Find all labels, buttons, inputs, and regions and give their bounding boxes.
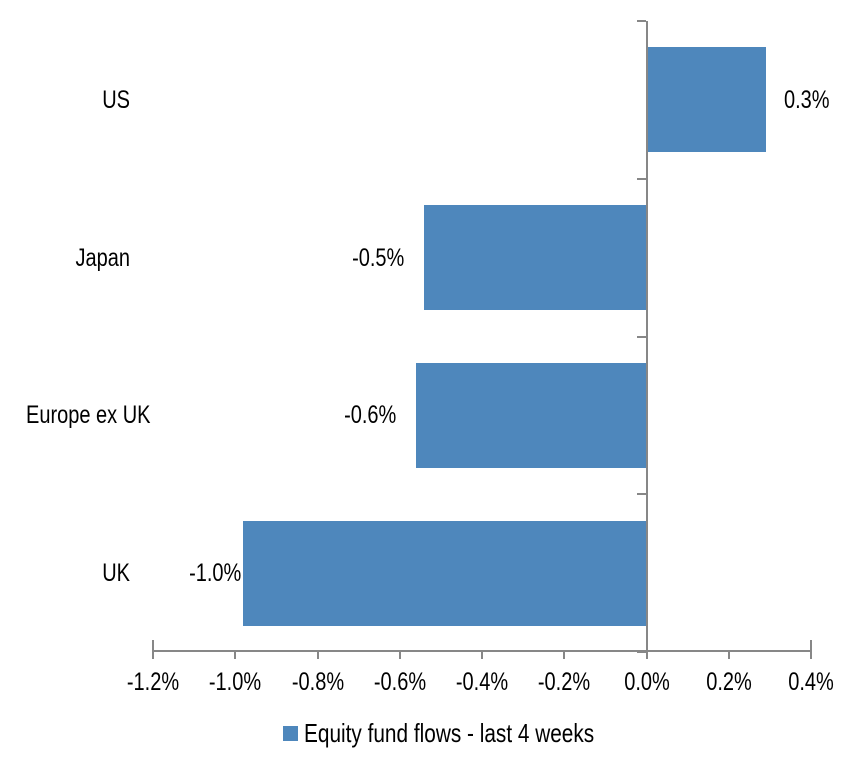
x-tick-label-6: 0.0% bbox=[623, 668, 670, 696]
x-tick-label-1: -1.0% bbox=[209, 668, 262, 696]
category-axis-tick bbox=[636, 651, 646, 653]
bar-europe-ex-uk bbox=[416, 362, 647, 468]
x-axis-tick bbox=[316, 652, 319, 659]
category-label-japan: Japan bbox=[75, 243, 131, 272]
x-axis-end-tick bbox=[810, 640, 812, 650]
x-axis-tick bbox=[810, 652, 812, 659]
legend-swatch-icon bbox=[283, 725, 298, 741]
category-label-us: US bbox=[102, 85, 130, 114]
category-axis-tick bbox=[636, 177, 646, 180]
chart-legend: Equity fund flows - last 4 weeks bbox=[283, 718, 667, 748]
bar-uk bbox=[243, 520, 647, 626]
x-axis-tick bbox=[481, 652, 483, 659]
x-tick-label-5: -0.2% bbox=[538, 668, 591, 696]
x-axis-tick bbox=[234, 652, 237, 659]
legend-label: Equity fund flows - last 4 weeks bbox=[304, 718, 595, 748]
x-tick-label-0: -1.2% bbox=[126, 668, 180, 696]
x-tick-label-2: -0.8% bbox=[291, 668, 344, 696]
x-axis-tick bbox=[398, 652, 401, 659]
x-axis-tick bbox=[645, 652, 648, 659]
x-axis-tick bbox=[152, 652, 154, 659]
x-tick-label-4: -0.4% bbox=[455, 668, 509, 696]
x-axis-end-tick bbox=[152, 640, 154, 650]
category-axis-tick bbox=[636, 20, 646, 22]
category-label-europe-ex-uk: Europe ex UK bbox=[26, 401, 151, 430]
data-label-us: 0.3% bbox=[783, 85, 830, 114]
data-label-uk: -1.0% bbox=[189, 559, 242, 588]
category-label-uk: UK bbox=[102, 559, 130, 588]
x-tick-label-3: -0.6% bbox=[373, 668, 426, 696]
data-label-japan: -0.5% bbox=[352, 243, 405, 272]
bar-japan bbox=[424, 205, 647, 311]
category-axis-line bbox=[645, 21, 648, 652]
x-tick-label-8: 0.4% bbox=[788, 668, 834, 696]
category-axis-tick bbox=[636, 493, 646, 496]
x-axis-line bbox=[152, 650, 812, 652]
x-axis-tick bbox=[563, 652, 566, 659]
category-axis-tick bbox=[636, 335, 646, 338]
x-tick-label-7: 0.2% bbox=[705, 668, 752, 696]
data-label-europe-ex-uk: -0.6% bbox=[343, 401, 397, 430]
bar-us bbox=[646, 47, 766, 153]
x-axis-tick bbox=[727, 652, 730, 659]
